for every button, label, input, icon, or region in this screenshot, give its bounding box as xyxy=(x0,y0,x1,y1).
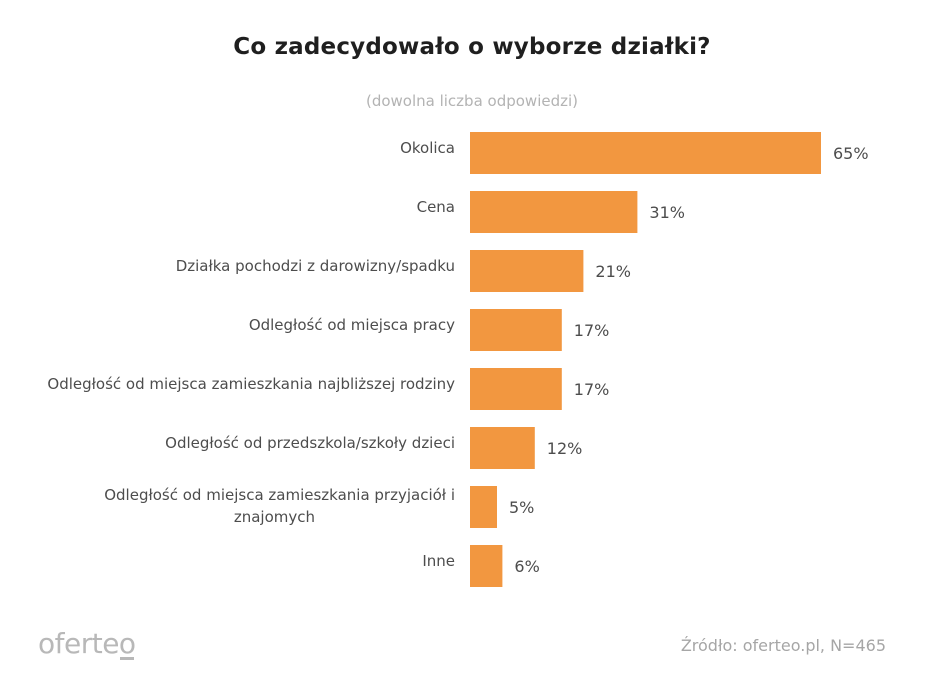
bar-7 xyxy=(470,486,497,528)
category-label-7: Odległość od miejsca zamieszkania przyja… xyxy=(104,486,455,526)
chart-subtitle: (dowolna liczba odpowiedzi) xyxy=(365,92,579,110)
value-label-1: 65% xyxy=(833,144,869,163)
value-label-8: 6% xyxy=(514,557,539,576)
value-label-5: 17% xyxy=(574,380,610,399)
value-label-4: 17% xyxy=(574,321,610,340)
value-label-6: 12% xyxy=(547,439,583,458)
category-label-6: Odległość od przedszkola/szkoły dzieci xyxy=(165,434,455,452)
bar-8 xyxy=(470,545,503,587)
category-label-2: Cena xyxy=(417,198,455,216)
bar-1 xyxy=(470,132,821,174)
category-label-4: Odległość od miejsca pracy xyxy=(249,316,455,334)
chart-title: Co zadecydowało o wyborze działki? xyxy=(233,34,711,60)
bar-6 xyxy=(470,427,535,469)
category-label-5: Odległość od miejsca zamieszkania najbli… xyxy=(47,375,455,393)
bar-4 xyxy=(470,309,562,351)
value-label-7: 5% xyxy=(509,498,534,517)
source-note: Źródło: oferteo.pl, N=465 xyxy=(680,636,886,655)
oferteo-logo: oferteo xyxy=(38,627,136,660)
logo-underline xyxy=(120,657,134,660)
bar-2 xyxy=(470,191,638,233)
category-label-8: Inne xyxy=(422,552,455,570)
value-label-3: 21% xyxy=(595,262,631,281)
value-label-2: 31% xyxy=(649,203,685,222)
category-label-1: Okolica xyxy=(400,139,455,157)
category-label-3: Działka pochodzi z darowizny/spadku xyxy=(176,257,455,275)
bar-5 xyxy=(470,368,562,410)
bar-3 xyxy=(470,250,584,292)
